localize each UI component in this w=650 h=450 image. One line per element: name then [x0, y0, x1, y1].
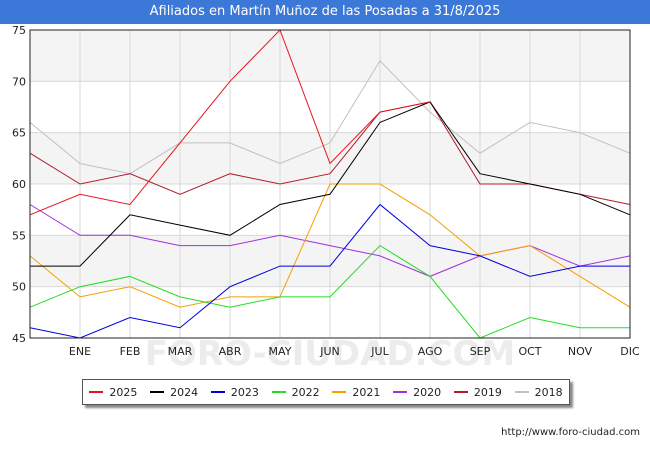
series-line-2025	[29, 29, 431, 216]
y-tick-label: 75	[12, 24, 26, 37]
legend-label: 2022	[291, 385, 320, 399]
legend-item-2025: 2025	[89, 386, 137, 399]
legend-swatch	[271, 391, 286, 393]
legend-swatch	[453, 391, 468, 393]
legend-item-2019: 2019	[453, 385, 502, 399]
legend-item-2024: 2024	[150, 386, 198, 399]
legend-swatch	[210, 391, 225, 393]
y-tick-label: 65	[12, 127, 26, 140]
x-tick-label: DIC	[620, 345, 640, 358]
legend-label: 2025	[109, 385, 138, 399]
series-lines	[29, 29, 631, 339]
legend-item-2022: 2022	[271, 385, 320, 399]
x-axis-ticks: ENE FEB MAR ABR MAY JUN JUL AGO SEP OCT NOV DIC	[69, 345, 640, 358]
legend-item-2020: 2020	[393, 386, 441, 399]
y-tick-label: 70	[12, 75, 26, 88]
legend: 2025 2024 2023 2022 2021 2020 2019 2018	[82, 379, 570, 405]
series-line-2023	[29, 203, 630, 339]
y-tick-label: 55	[12, 229, 26, 242]
watermark: FORO-CIUDAD.COM	[145, 334, 516, 374]
x-tick-label: FEB	[120, 345, 141, 358]
series-line-2021	[29, 183, 631, 308]
series-line-2024	[30, 101, 631, 267]
legend-swatch	[89, 391, 104, 393]
legend-item-2021: 2021	[332, 386, 380, 399]
chart-title: Afiliados en Martín Muñoz de las Posadas…	[0, 0, 650, 24]
legend-label: 2024	[170, 385, 199, 399]
x-tick-label: JUN	[319, 345, 340, 358]
legend-swatch	[393, 391, 408, 393]
x-tick-label: OCT	[518, 345, 541, 358]
legend-item-2018: 2018	[514, 385, 563, 399]
x-tick-label: MAY	[269, 345, 292, 358]
legend-label: 2021	[352, 385, 381, 399]
y-axis-ticks: 45 50 55 60 65 70 75	[12, 24, 26, 345]
legend-swatch	[332, 391, 347, 393]
x-tick-label: SEP	[470, 345, 491, 358]
legend-label: 2019	[473, 385, 502, 399]
legend-label: 2020	[413, 385, 442, 399]
legend-swatch	[150, 391, 165, 393]
legend-swatch	[514, 391, 529, 393]
y-tick-label: 45	[12, 332, 26, 345]
x-tick-label: NOV	[568, 345, 593, 358]
footer-url: http://www.foro-ciudad.com	[501, 427, 640, 438]
plot-frame	[29, 29, 631, 339]
y-tick-label: 50	[12, 281, 26, 294]
x-tick-label: AGO	[418, 345, 443, 358]
legend-item-2023: 2023	[210, 385, 259, 399]
series-line-2022	[29, 244, 630, 339]
legend-label: 2018	[534, 385, 563, 399]
y-tick-label: 60	[12, 178, 26, 191]
x-tick-label: ABR	[219, 345, 242, 358]
x-tick-label: ENE	[69, 345, 91, 358]
x-tick-label: MAR	[168, 345, 193, 358]
x-tick-label: JUL	[370, 345, 389, 358]
legend-label: 2023	[230, 385, 259, 399]
